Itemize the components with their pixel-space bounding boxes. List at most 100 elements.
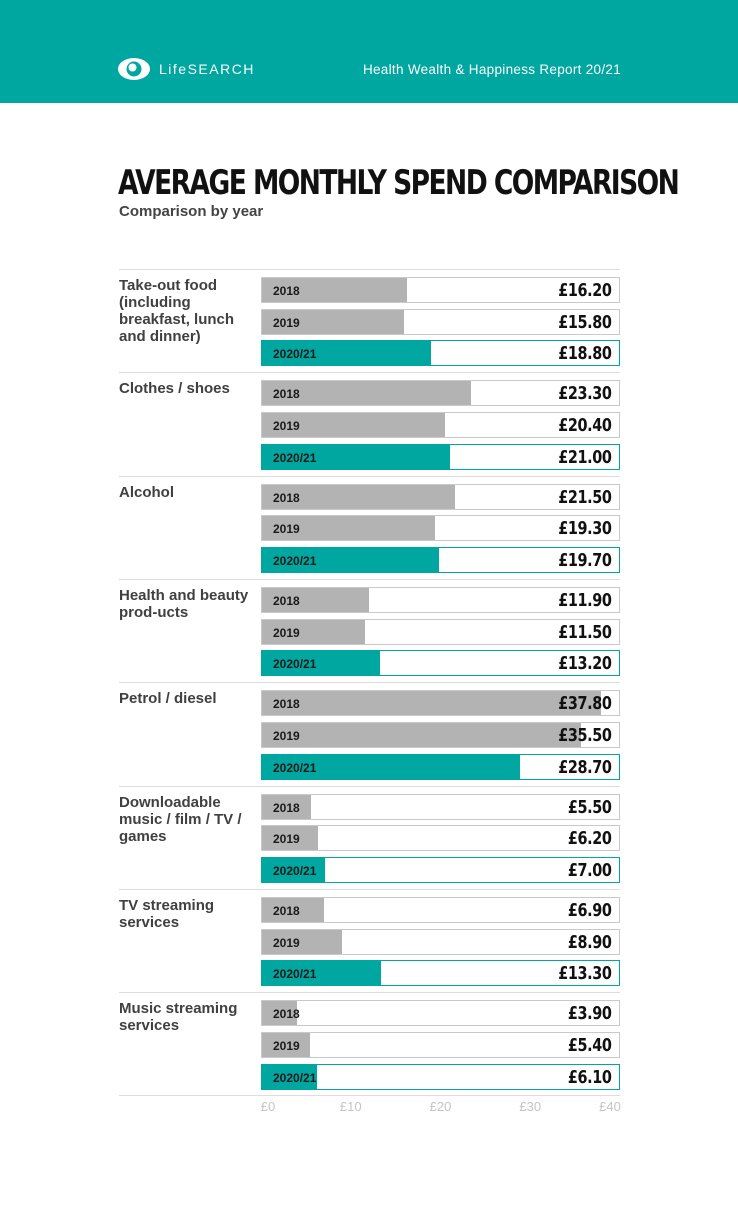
value-label: £5.40: [567, 1034, 611, 1056]
series-label: 2020/21: [273, 450, 317, 465]
series-label: 2018: [273, 697, 300, 712]
bar-2019: [262, 619, 366, 644]
bar-track: 2020/21 £19.70: [261, 547, 620, 573]
bar-2019: [262, 516, 436, 541]
category-label: Alcohol: [119, 483, 174, 501]
category-label: Health and beauty prod-ucts: [119, 586, 249, 621]
bar-track: 2018 £23.30: [261, 380, 620, 407]
series-label: 2020/21: [273, 347, 317, 362]
bar-2018: [262, 381, 472, 406]
bar-2020-21: [262, 548, 439, 572]
separator-line: [119, 682, 620, 684]
x-tick-label: £0: [260, 1099, 276, 1114]
bar-track: 2019 £15.80: [261, 308, 620, 335]
series-label: 2018: [273, 800, 300, 815]
bar-track: 2020/21 £13.20: [261, 650, 620, 677]
separator-line: [119, 578, 620, 580]
series-label: 2020/21: [273, 967, 317, 982]
value-label: £28.70: [557, 756, 612, 778]
value-label: £3.90: [567, 1003, 611, 1025]
bar-2020-21: [262, 1064, 317, 1089]
bar-2020-21: [262, 444, 451, 469]
bar-track: 2019 £6.20: [261, 825, 620, 852]
x-tick-label: £10: [339, 1099, 362, 1114]
bar-track: 2018 £21.50: [261, 483, 620, 510]
value-label: £20.40: [557, 415, 612, 436]
bar-2019: [262, 722, 581, 747]
bar-2018: [262, 278, 408, 302]
header-bar: LifeSEARCH Health Wealth & Happiness Rep…: [0, 0, 738, 103]
series-label: 2018: [273, 490, 300, 505]
bar-2018: [262, 1001, 297, 1026]
value-label: £5.50: [567, 796, 611, 818]
value-label: £11.50: [557, 621, 612, 643]
bar-2018: [262, 691, 602, 716]
bar-track: 2018 £16.20: [261, 277, 620, 303]
bar-track: 2019 £8.90: [261, 928, 620, 955]
value-label: £19.30: [557, 518, 612, 540]
series-label: 2018: [273, 593, 300, 608]
value-label: £21.00: [557, 446, 612, 468]
bar-2020-21: [262, 651, 381, 676]
bar-track: 2020/21 £28.70: [261, 753, 620, 780]
bar-2018: [262, 587, 369, 612]
series-label: 2019: [273, 935, 300, 950]
brand-logo[interactable]: LifeSEARCH: [117, 55, 255, 83]
x-tick-label: £20: [429, 1099, 452, 1114]
series-label: 2018: [273, 387, 300, 402]
report-title: Health Wealth & Happiness Report 20/21: [362, 62, 621, 77]
series-label: 2019: [273, 625, 300, 640]
bar-2018: [262, 794, 312, 819]
category-label: Take-out food (including breakfast, lunc…: [119, 277, 235, 345]
bar-track: 2019 £11.50: [261, 618, 620, 645]
separator-line: [119, 1095, 620, 1097]
series-label: 2019: [273, 728, 300, 743]
bar-2019: [262, 413, 446, 437]
separator-line: [119, 475, 620, 477]
bar-2019: [262, 929, 342, 954]
bar-2020-21: [262, 341, 431, 366]
bar-2018: [262, 897, 324, 922]
chart-title: AVERAGE MONTHLY SPEND COMPARISON: [118, 163, 680, 203]
bar-track: 2020/21 £13.30: [261, 960, 620, 987]
value-label: £16.20: [557, 280, 612, 301]
value-label: £11.90: [557, 589, 612, 611]
series-label: 2020/21: [273, 863, 317, 878]
value-label: £6.20: [567, 828, 611, 850]
bar-track: 2020/21 £18.80: [261, 340, 620, 367]
value-label: £19.70: [557, 550, 612, 571]
series-label: 2019: [273, 315, 300, 330]
series-label: 2020/21: [273, 1070, 317, 1085]
value-label: £35.50: [557, 724, 612, 746]
series-label: 2019: [273, 419, 300, 433]
eye-logo-icon: [118, 58, 150, 80]
series-label: 2019: [273, 1038, 300, 1053]
bar-2019: [262, 826, 318, 851]
bar-track: 2019 £20.40: [261, 412, 620, 438]
bar-track: 2019 £19.30: [261, 515, 620, 542]
separator-line: [119, 372, 620, 374]
bar-track: 2018 £11.90: [261, 586, 620, 613]
bar-track: 2020/21 £6.10: [261, 1063, 620, 1090]
bar-track: 2018 £6.90: [261, 896, 620, 923]
x-tick-label: £40: [599, 1099, 621, 1114]
series-label: 2019: [273, 522, 300, 537]
value-label: £13.20: [557, 653, 612, 675]
series-label: 2018: [273, 903, 300, 918]
series-label: 2020/21: [273, 657, 317, 672]
bar-2020-21: [262, 961, 382, 986]
bar-2019: [262, 309, 404, 334]
bar-2020-21: [262, 857, 325, 882]
category-label: Downloadable music / film / TV / games: [119, 793, 242, 845]
separator-line: [119, 992, 620, 994]
category-label: TV streaming services: [119, 896, 215, 931]
series-label: 2018: [273, 1007, 300, 1022]
bar-track: 2018 £5.50: [261, 793, 620, 820]
separator-line: [119, 888, 620, 890]
value-label: £15.80: [557, 311, 612, 333]
value-label: £6.10: [567, 1066, 611, 1088]
bar-track: 2018 £3.90: [261, 1000, 620, 1027]
separator-line: [119, 269, 620, 270]
bar-track: 2020/21 £21.00: [261, 443, 620, 470]
series-label: 2020/21: [273, 554, 317, 568]
